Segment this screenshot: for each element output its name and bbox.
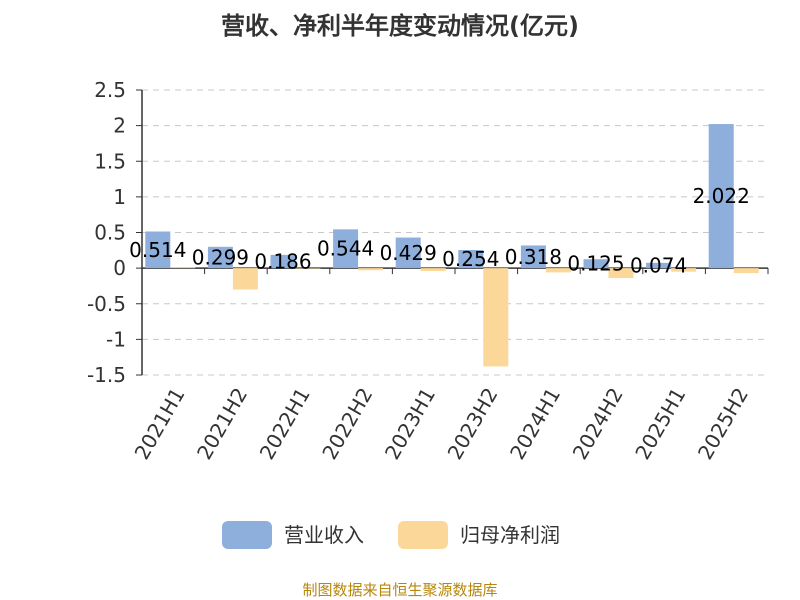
data-label: 2.022	[693, 184, 750, 208]
source-note: 制图数据来自恒生聚源数据库	[302, 581, 497, 599]
net-profit-bar	[483, 268, 509, 367]
net-profit-bar	[733, 268, 759, 274]
bars	[145, 124, 759, 367]
revenue-bar	[583, 259, 609, 269]
x-tick-label: 2024H2	[568, 384, 628, 464]
revenue-bar	[333, 229, 359, 269]
y-tick-label: -1	[106, 327, 126, 351]
y-tick-label: 0.5	[94, 221, 126, 245]
x-tick-label: 2021H1	[130, 384, 190, 464]
net-profit-bar	[358, 268, 384, 271]
legend-label-net-profit: 归母净利润	[460, 523, 560, 547]
data-label: 0.125	[567, 252, 624, 276]
revenue-bar	[270, 254, 296, 269]
data-label: 0.074	[630, 253, 687, 277]
data-label: 0.299	[192, 245, 249, 269]
x-tick-label: 2025H2	[693, 384, 753, 464]
y-tick-label: 1.5	[94, 149, 126, 173]
revenue-bar	[520, 245, 546, 269]
net-profit-bar	[671, 268, 697, 272]
y-tick-label: 0	[113, 256, 126, 280]
net-profit-bar	[420, 268, 446, 271]
revenue-bar	[458, 250, 484, 269]
y-tick-label: 1	[113, 185, 126, 209]
x-tick-label: 2025H1	[630, 384, 690, 464]
data-label: 0.544	[317, 237, 374, 261]
net-profit-bar	[295, 268, 321, 269]
revenue-bar	[145, 231, 171, 269]
x-tick-label: 2023H2	[443, 384, 503, 464]
x-tick-label: 2024H1	[505, 384, 565, 464]
data-label: 0.254	[442, 247, 499, 271]
legend-swatch-net-profit	[398, 521, 448, 549]
gridlines	[142, 89, 768, 376]
y-tick-label: -1.5	[87, 363, 126, 387]
legend-swatch-revenue	[222, 521, 272, 549]
net-profit-bar	[232, 268, 258, 290]
net-profit-bar	[170, 267, 196, 269]
net-profit-bar	[608, 268, 634, 279]
y-tick-label: 2.5	[94, 78, 126, 102]
revenue-bar	[646, 262, 672, 269]
revenue-bar	[207, 246, 233, 269]
revenue-bar	[708, 124, 734, 269]
x-tick-label: 2022H2	[317, 384, 377, 464]
x-tick-label: 2021H2	[192, 384, 252, 464]
data-label: 0.318	[505, 245, 562, 269]
data-label: 0.429	[380, 241, 437, 265]
revenue-bar	[395, 237, 421, 269]
y-tick-label: -0.5	[87, 292, 126, 316]
x-tick-label: 2023H1	[380, 384, 440, 464]
x-tick-label: 2022H1	[255, 384, 315, 464]
net-profit-bar	[545, 268, 571, 273]
data-label: 0.514	[129, 238, 186, 262]
y-tick-label: 2	[113, 114, 126, 138]
chart-title: 营收、净利半年度变动情况(亿元)	[221, 12, 579, 40]
data-label: 0.186	[254, 249, 311, 273]
legend-label-revenue: 营业收入	[284, 523, 364, 547]
legend: 营业收入 归母净利润	[222, 521, 560, 549]
